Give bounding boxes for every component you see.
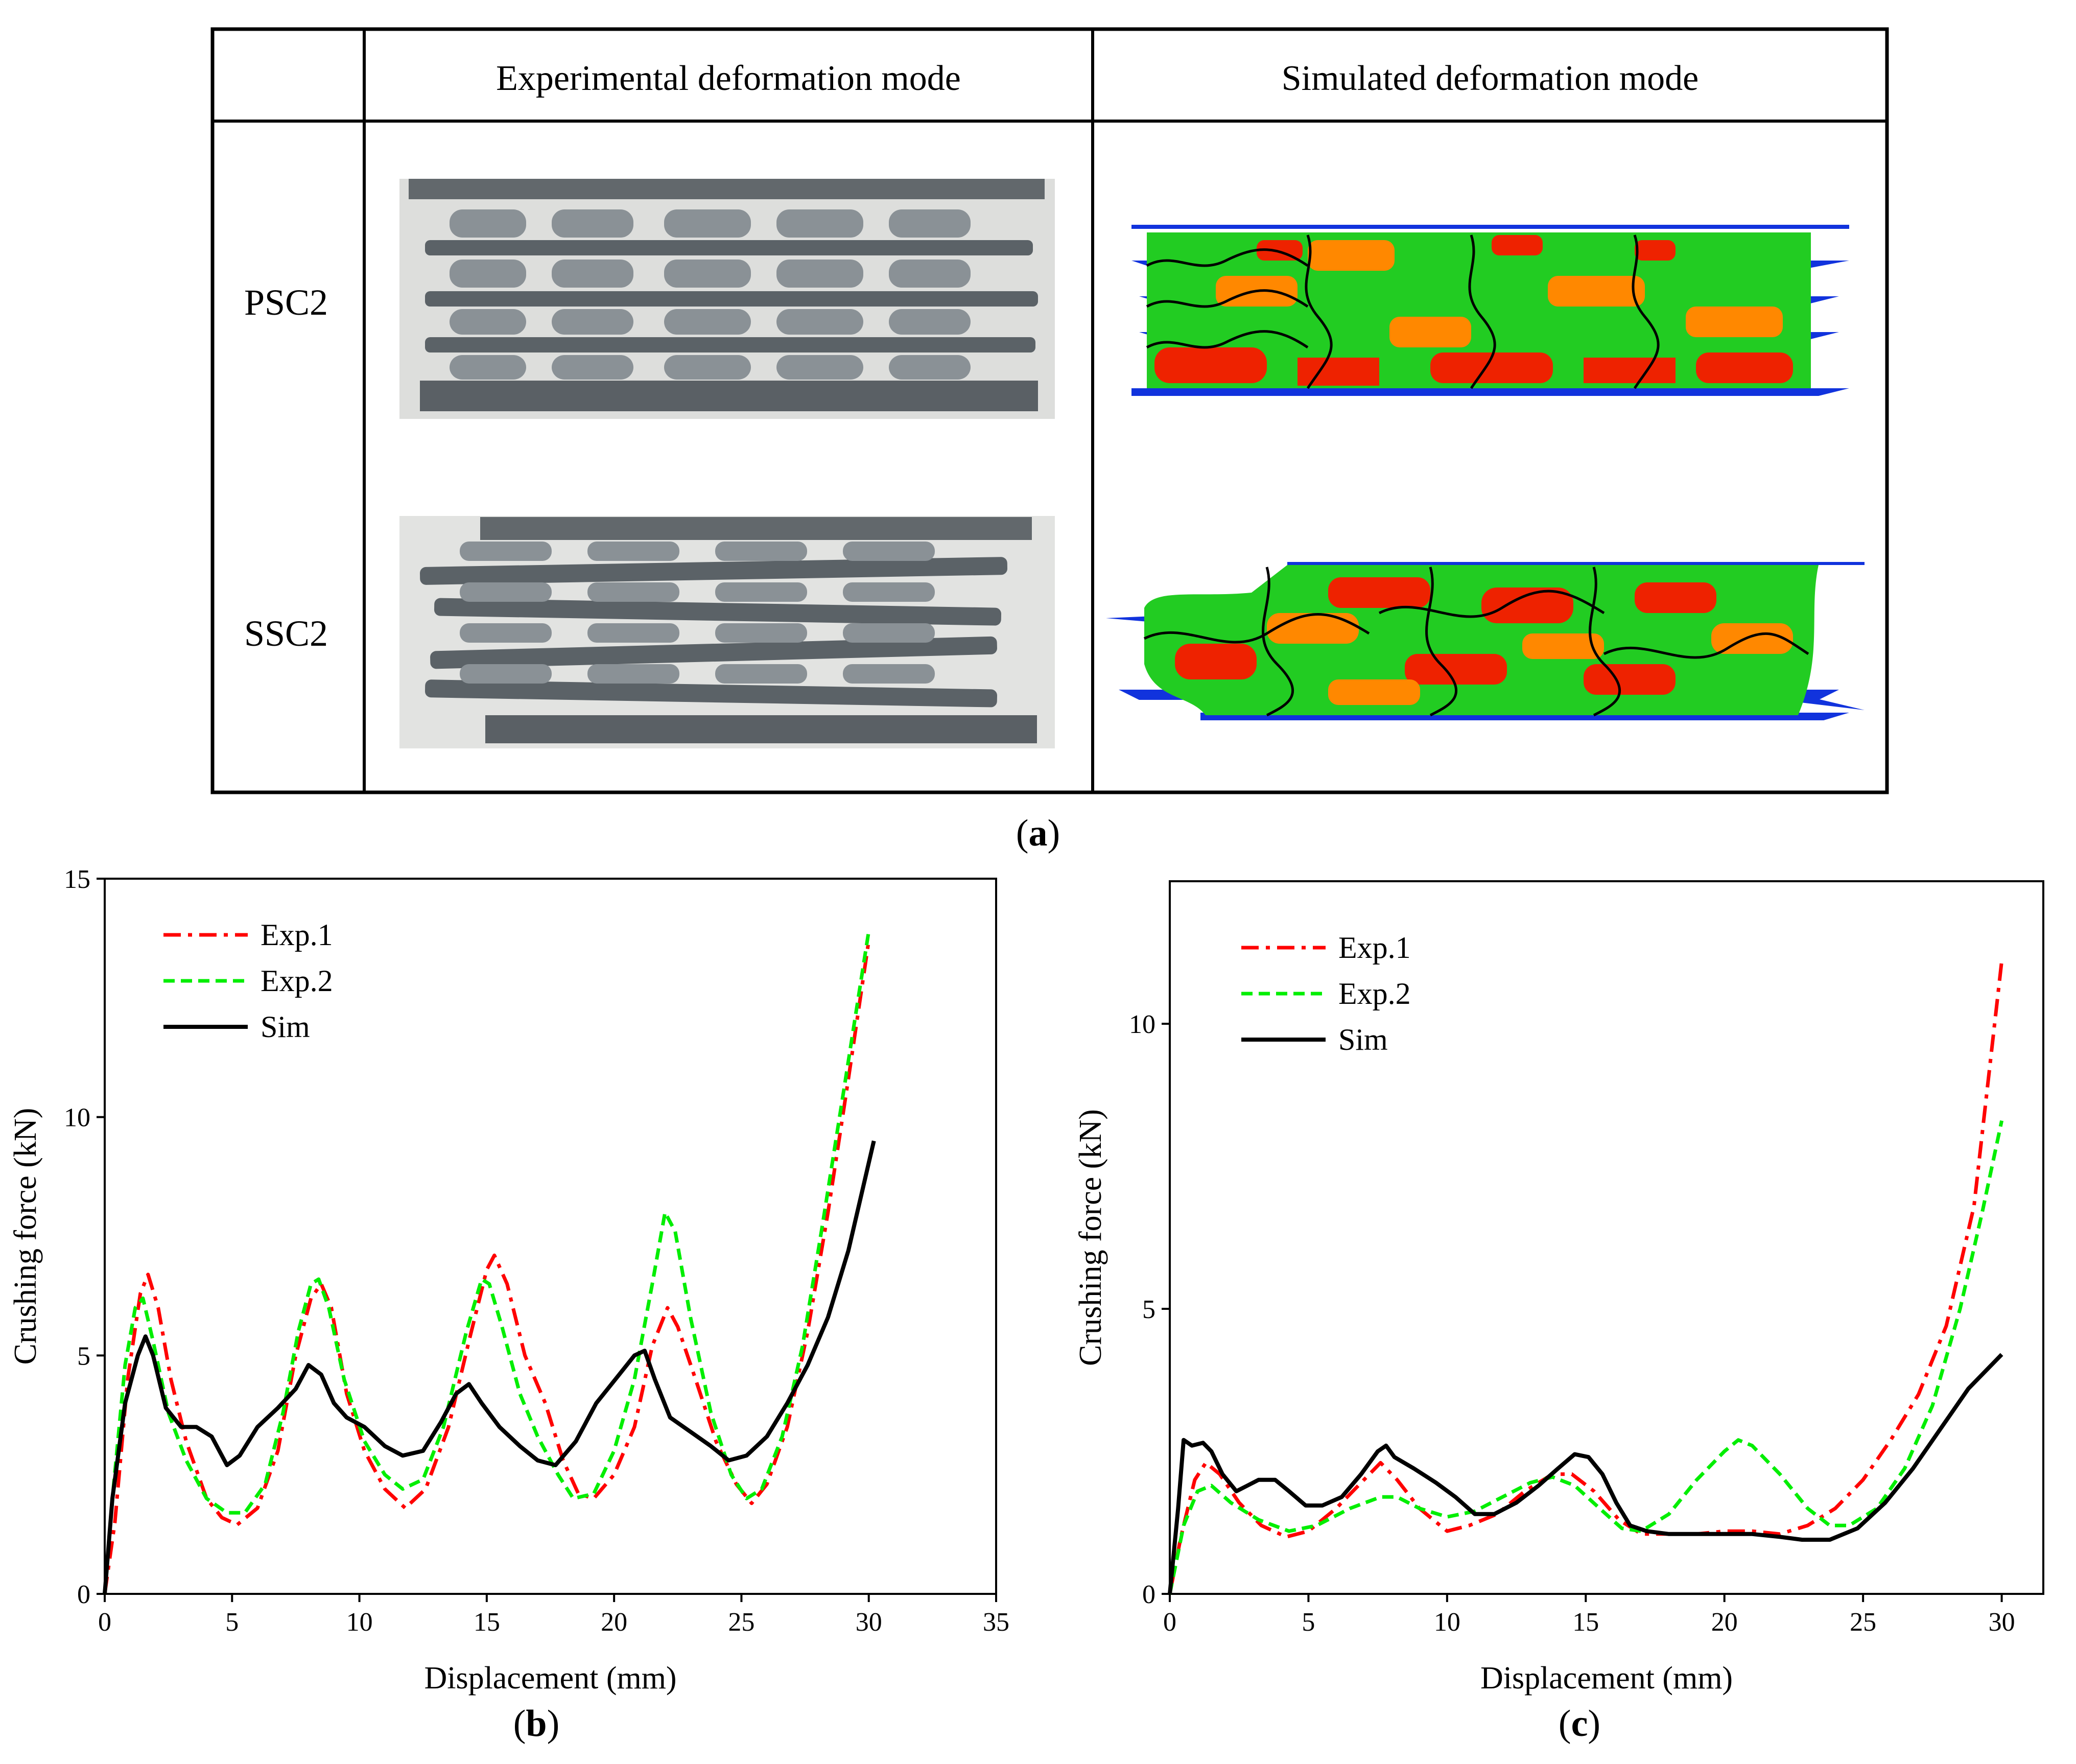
y-tick-label: 10 — [64, 1103, 90, 1133]
legend-label: Exp.1 — [1338, 931, 1411, 965]
x-tick-label: 35 — [983, 1608, 1009, 1637]
x-tick-label: 5 — [225, 1608, 239, 1637]
panel-label-a: (a) — [1016, 812, 1060, 854]
chart-b: 0 5 10 15 20 25 30 35 0 5 10 15 Displacement (mm) Cru… — [8, 865, 1009, 1696]
x-tick-label: 10 — [1434, 1608, 1460, 1637]
series-line-exp-1 — [103, 940, 871, 1594]
x-tick-label: 15 — [474, 1608, 500, 1637]
legend-label: Exp.2 — [261, 964, 333, 998]
plot-frame — [104, 878, 997, 1595]
photo-ssc2 — [399, 516, 1055, 748]
panel-label-c-letter: c — [1571, 1703, 1588, 1745]
y-axis-title: Crushing force (kN) — [1073, 1109, 1108, 1366]
y-tick-label: 0 — [1142, 1580, 1155, 1609]
row-label-ssc2: SSC2 — [244, 613, 328, 654]
header-simulated: Simulated deformation mode — [1282, 59, 1698, 98]
photo-psc2 — [399, 179, 1055, 419]
x-axis-title: Displacement (mm) — [424, 1661, 676, 1696]
svg-text:(a): (a) — [1016, 812, 1060, 854]
panel-label-b-letter: b — [526, 1703, 547, 1745]
y-tick-label: 10 — [1129, 1010, 1155, 1039]
legend-label: Sim — [1338, 1023, 1388, 1056]
svg-text:(c): (c) — [1559, 1703, 1600, 1745]
x-tick-label: 30 — [856, 1608, 882, 1637]
legend-label: Sim — [261, 1010, 310, 1044]
series-line-sim — [1168, 1353, 2003, 1594]
row-label-psc2: PSC2 — [244, 282, 328, 323]
x-tick-label: 25 — [1850, 1608, 1876, 1637]
series-line-exp-2 — [103, 931, 871, 1594]
svg-text:(b): (b) — [513, 1703, 559, 1745]
x-tick-label: 25 — [728, 1608, 754, 1637]
x-tick-label: 15 — [1572, 1608, 1599, 1637]
header-experimental: Experimental deformation mode — [496, 59, 961, 98]
panel-label-c: (c) — [1559, 1703, 1600, 1745]
x-tick-label: 20 — [1711, 1608, 1738, 1637]
x-tick-label: 0 — [98, 1608, 111, 1637]
legend-label: Exp.1 — [261, 918, 333, 952]
x-tick-label: 5 — [1302, 1608, 1315, 1637]
x-tick-label: 10 — [346, 1608, 373, 1637]
panel-label-b: (b) — [513, 1703, 559, 1745]
x-tick-label: 20 — [601, 1608, 627, 1637]
series-line-sim — [103, 1140, 876, 1594]
simulation-psc2 — [1131, 225, 1849, 396]
y-tick-label: 0 — [77, 1580, 90, 1609]
simulation-ssc2 — [1106, 562, 1865, 720]
y-tick-label: 5 — [1142, 1295, 1155, 1324]
panel-label-a-letter: a — [1029, 812, 1048, 854]
x-tick-label: 0 — [1163, 1608, 1176, 1637]
legend-label: Exp.2 — [1338, 977, 1411, 1010]
y-tick-label: 5 — [77, 1342, 90, 1371]
y-tick-label: 15 — [64, 865, 90, 894]
x-axis-title: Displacement (mm) — [1480, 1661, 1733, 1696]
panel-a-table: Experimental deformation mode Simulated … — [210, 27, 1889, 794]
y-axis-title: Crushing force (kN) — [8, 1108, 43, 1365]
series-line-exp-2 — [1168, 1120, 2004, 1594]
plot-frame — [1169, 880, 2044, 1595]
x-tick-label: 30 — [1989, 1608, 2015, 1637]
chart-c: 0 5 10 15 20 25 30 0 5 10 Displacement (mm) Crushin… — [1073, 880, 2044, 1696]
series-line-exp-1 — [1168, 960, 2004, 1594]
